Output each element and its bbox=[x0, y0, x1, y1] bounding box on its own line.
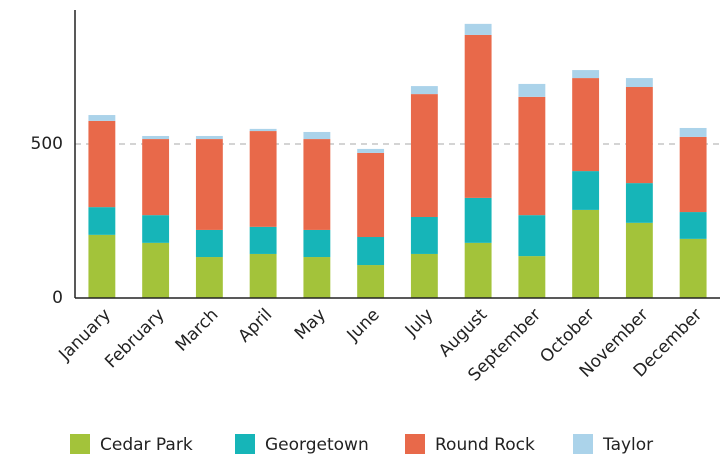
legend-label: Georgetown bbox=[265, 435, 369, 455]
bar-segment bbox=[572, 70, 600, 79]
bar-segment bbox=[518, 83, 546, 97]
bar-segment bbox=[249, 128, 277, 132]
bar-segment bbox=[249, 131, 277, 227]
bar-segment bbox=[410, 216, 438, 254]
bar-segment bbox=[303, 229, 331, 258]
legend-swatch bbox=[573, 434, 593, 454]
bar-segment bbox=[518, 96, 546, 216]
x-tick-label: June bbox=[343, 305, 384, 346]
bar-segment bbox=[88, 207, 116, 235]
bar-segment bbox=[572, 209, 600, 298]
bar-segment bbox=[195, 257, 223, 298]
bar-segment bbox=[679, 238, 707, 298]
bar-segment bbox=[357, 265, 385, 298]
bar-segment bbox=[518, 215, 546, 257]
x-tick-label: July bbox=[401, 305, 437, 341]
legend-label: Cedar Park bbox=[100, 435, 193, 455]
legend-label: Taylor bbox=[602, 435, 653, 455]
y-tick-label: 0 bbox=[52, 288, 63, 308]
x-tick-label: May bbox=[291, 305, 330, 344]
bar-segment bbox=[88, 234, 116, 298]
bar-segment bbox=[142, 215, 170, 243]
bar-segment bbox=[625, 222, 653, 298]
bar-segment bbox=[464, 197, 492, 243]
bar-segment bbox=[410, 253, 438, 298]
x-tick-label: February bbox=[101, 305, 168, 372]
bar-segment bbox=[195, 135, 223, 140]
bar-segment bbox=[679, 127, 707, 137]
x-tick-label: April bbox=[235, 305, 277, 347]
bar-segment bbox=[142, 242, 170, 298]
bar-segment bbox=[195, 229, 223, 258]
legend-swatch bbox=[235, 434, 255, 454]
legend-label: Round Rock bbox=[435, 435, 535, 455]
bar-segment bbox=[142, 139, 170, 216]
bar-segment bbox=[195, 139, 223, 230]
bar-segment bbox=[464, 242, 492, 298]
bar-segment bbox=[357, 152, 385, 238]
bar-segment bbox=[303, 257, 331, 298]
bar-segment bbox=[88, 115, 116, 121]
bar-segment bbox=[464, 23, 492, 35]
bar-segment bbox=[464, 34, 492, 198]
bar-segment bbox=[249, 253, 277, 298]
bar-segment bbox=[357, 237, 385, 266]
bar-segment bbox=[679, 212, 707, 239]
bar-segment bbox=[572, 78, 600, 172]
bar-segment bbox=[625, 87, 653, 184]
bar-segment bbox=[303, 139, 331, 230]
bar-segment bbox=[88, 120, 116, 208]
bar-segment bbox=[357, 148, 385, 153]
bar-segment bbox=[410, 86, 438, 95]
bar-segment bbox=[572, 171, 600, 210]
bar-segment bbox=[142, 135, 170, 140]
bar-segment bbox=[410, 94, 438, 217]
legend-swatch bbox=[405, 434, 425, 454]
y-tick-label: 500 bbox=[31, 134, 63, 154]
bar-segment bbox=[518, 256, 546, 298]
bar-segment bbox=[249, 226, 277, 254]
bar-segment bbox=[679, 136, 707, 213]
bar-segment bbox=[625, 183, 653, 223]
bar-segment bbox=[303, 131, 331, 140]
legend-swatch bbox=[70, 434, 90, 454]
x-tick-label: March bbox=[172, 305, 223, 356]
bar-segment bbox=[625, 78, 653, 88]
